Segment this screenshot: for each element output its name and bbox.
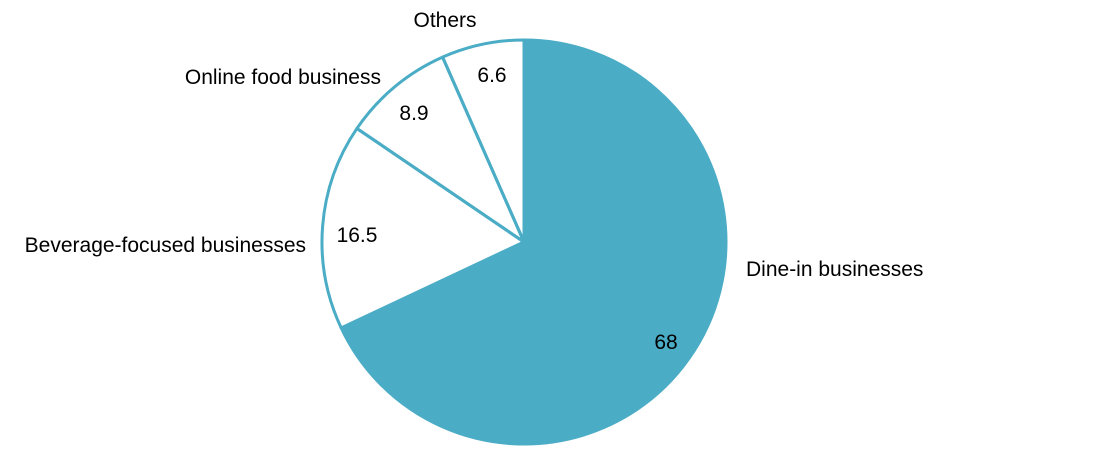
slices-group xyxy=(320,38,728,446)
category-label: Beverage-focused businesses xyxy=(25,234,306,257)
pie-slice-dine-in-businesses xyxy=(339,38,728,446)
value-label: 68 xyxy=(654,331,677,354)
category-label: Dine-in businesses xyxy=(746,258,923,281)
value-label: 8.9 xyxy=(399,102,428,125)
slice-divider xyxy=(441,56,526,243)
value-label: 6.6 xyxy=(477,64,506,87)
labels-group: Dine-in businesses 68 Beverage-focused bus… xyxy=(25,9,924,354)
pie-slice-beverage-focused-businesses xyxy=(320,126,526,330)
category-label: Others xyxy=(413,9,476,32)
category-label: Online food business xyxy=(185,66,381,89)
dividers-group xyxy=(340,40,526,330)
slice-divider xyxy=(340,240,525,330)
pie-slice-online-food-business xyxy=(355,55,526,244)
value-label: 16.5 xyxy=(337,224,378,247)
slice-divider xyxy=(356,127,525,244)
